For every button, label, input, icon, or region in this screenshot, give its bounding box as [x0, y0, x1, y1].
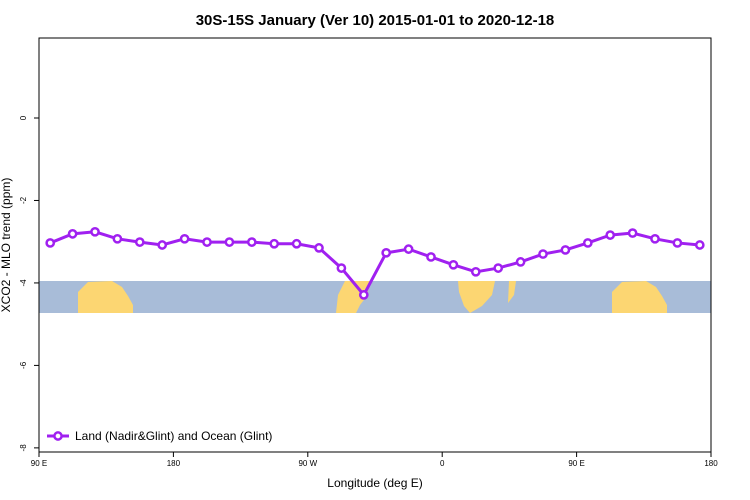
y-tick-label: -8	[19, 444, 28, 452]
x-tick-label: 0	[440, 459, 445, 468]
land	[78, 281, 133, 313]
x-tick-label: 90 E	[31, 459, 47, 468]
point	[314, 243, 324, 253]
y-tick-label: 0	[19, 115, 28, 120]
y-axis-label: XCO2 - MLO trend (ppm)	[0, 178, 13, 313]
point	[470, 266, 481, 277]
point	[179, 233, 190, 244]
land	[612, 281, 667, 313]
y-tick-label: -4	[19, 279, 28, 287]
chart-title: 30S-15S January (Ver 10) 2015-01-01 to 2…	[196, 12, 555, 29]
point	[515, 257, 526, 267]
plot-frame	[38, 37, 712, 453]
point	[672, 238, 683, 248]
point	[493, 263, 504, 273]
x-tick-label: 180	[704, 459, 718, 468]
point	[45, 238, 56, 248]
point	[336, 263, 347, 273]
point	[269, 238, 280, 249]
point	[403, 244, 414, 254]
ocean	[39, 281, 711, 313]
map-band	[39, 281, 711, 313]
x-axis-label: Longitude (deg E)	[327, 476, 422, 490]
point	[90, 226, 100, 237]
y-tick-label: -6	[19, 361, 28, 369]
point	[426, 252, 436, 262]
point	[157, 240, 168, 250]
point	[67, 229, 78, 239]
point	[381, 247, 392, 258]
point	[448, 259, 459, 270]
point	[538, 249, 548, 259]
land	[336, 281, 370, 313]
point	[627, 228, 638, 238]
legend-label: Land (Nadir&Glint) and Ocean (Glint)	[75, 429, 272, 443]
point	[112, 233, 123, 244]
point	[605, 230, 616, 240]
x-tick-label: 180	[167, 459, 181, 468]
point	[650, 233, 660, 244]
point	[202, 237, 212, 247]
point	[224, 237, 235, 247]
x-tick-label: 90 W	[298, 459, 317, 468]
legend-marker	[53, 431, 63, 441]
point	[582, 238, 593, 248]
point	[291, 238, 302, 249]
land	[458, 281, 495, 313]
point	[134, 237, 145, 247]
point	[246, 237, 257, 247]
point	[358, 290, 369, 300]
land	[508, 281, 516, 303]
x-tick-label: 90 E	[568, 459, 584, 468]
y-tick-label: -2	[19, 196, 28, 204]
point	[694, 240, 705, 250]
point	[560, 245, 571, 255]
